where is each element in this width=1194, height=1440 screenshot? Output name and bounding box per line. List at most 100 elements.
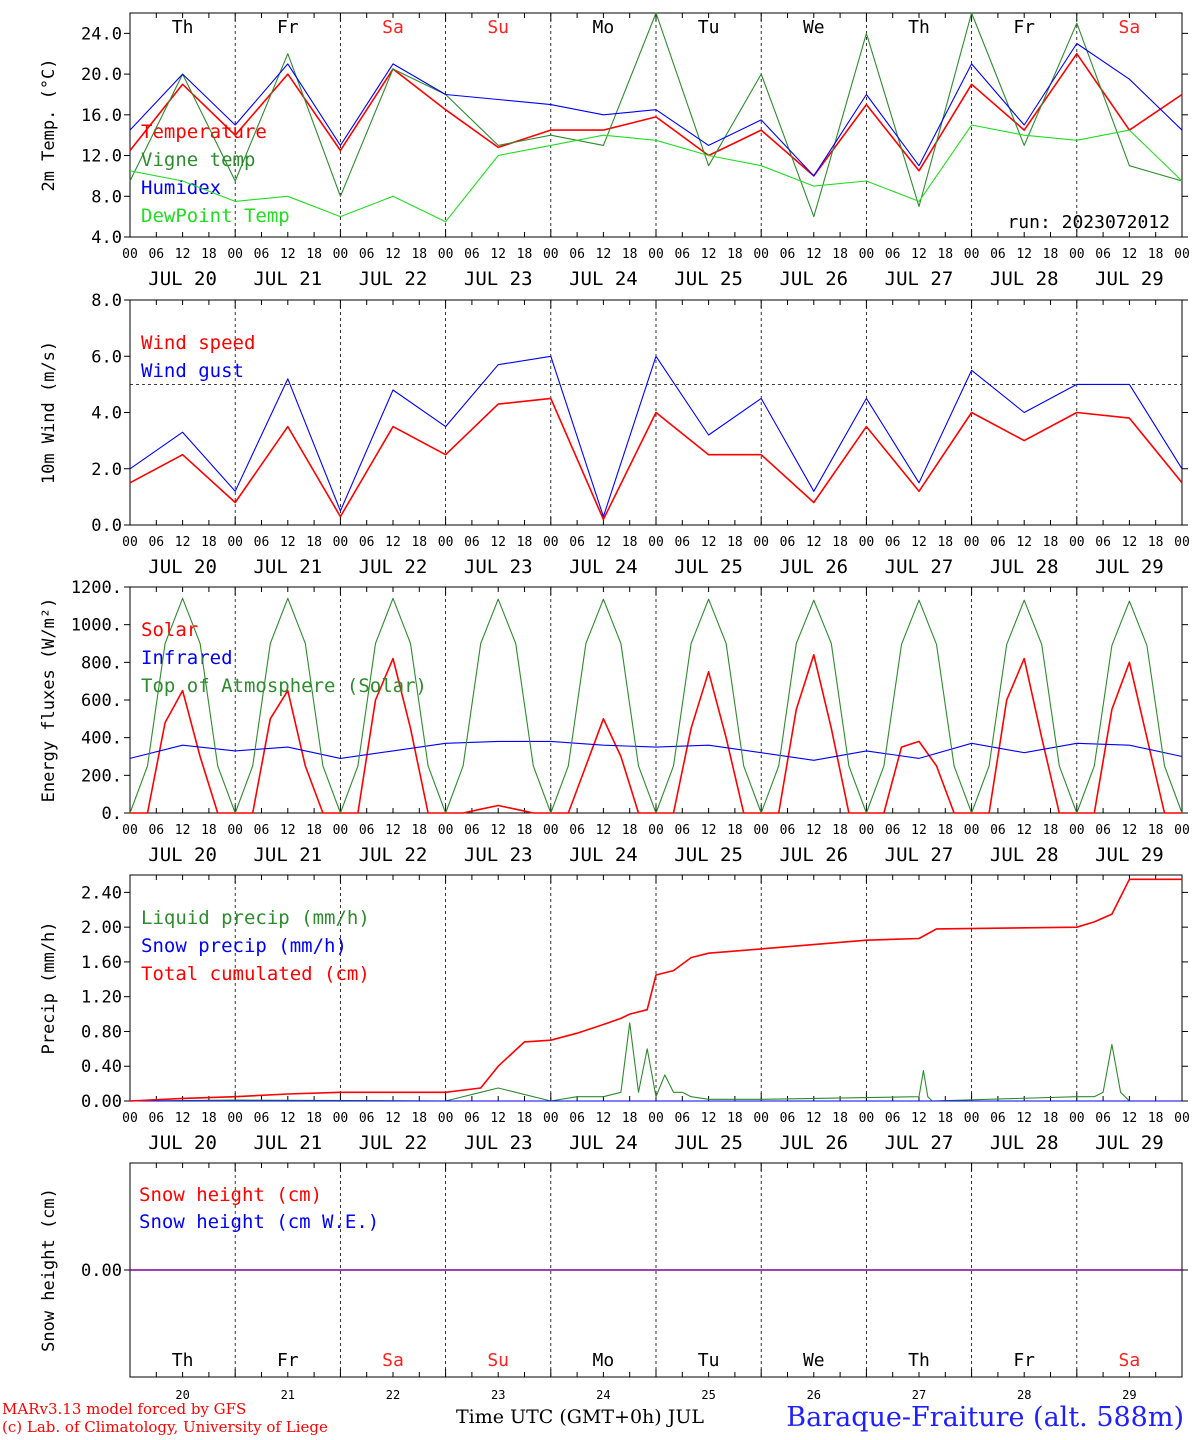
date-label: JUL 20 (148, 1132, 217, 1154)
hour-tick-label: 18 (201, 247, 217, 262)
hour-tick-label: 00 (753, 535, 769, 550)
legend-entry: Wind speed (141, 332, 255, 354)
hour-tick-label: 00 (753, 247, 769, 262)
hour-tick-label: 06 (990, 823, 1006, 838)
hour-tick-label: 06 (464, 1111, 480, 1126)
date-label: JUL 27 (885, 556, 954, 578)
hour-tick-label: 18 (517, 247, 533, 262)
run-label: run: 2023072012 (1007, 212, 1170, 233)
hour-tick-label: 12 (806, 1111, 822, 1126)
hour-tick-label: 12 (1016, 535, 1032, 550)
hour-tick-label: 00 (438, 247, 454, 262)
hour-tick-label: 00 (438, 535, 454, 550)
hour-tick-label: 00 (438, 823, 454, 838)
hour-tick-label: 06 (885, 823, 901, 838)
series-line (129, 740, 1183, 761)
panel-2: 10m Wind (m/s) 0.0 2.0 4.0 6.0 8.0 Wind speed W… (39, 291, 1190, 578)
hour-tick-label: 00 (543, 823, 559, 838)
hour-tick-label: 00 (964, 247, 980, 262)
weekday-label: Th (908, 1350, 930, 1371)
y-tick-label: 4.0 (91, 228, 122, 248)
hour-tick-label: 06 (148, 535, 164, 550)
weekday-label: Su (487, 1350, 509, 1371)
hour-tick-label: 06 (1095, 1111, 1111, 1126)
y-tick-label: 12.0 (81, 147, 122, 167)
hour-tick-label: 18 (306, 1111, 322, 1126)
hour-tick-label: 12 (911, 247, 927, 262)
hour-tick-label: 18 (727, 1111, 743, 1126)
hour-tick-label: 18 (727, 535, 743, 550)
hour-tick-label: 12 (596, 247, 612, 262)
hour-tick-label: 12 (490, 823, 506, 838)
series-line (129, 397, 1183, 521)
date-label: JUL 28 (990, 844, 1059, 866)
hour-tick-label: 00 (122, 535, 138, 550)
hour-tick-label: 12 (701, 247, 717, 262)
hour-tick-label: 18 (517, 823, 533, 838)
hour-tick-label: 18 (411, 535, 427, 550)
date-label: JUL 26 (779, 1132, 848, 1154)
y-tick-label: 0.00 (81, 1261, 122, 1281)
hour-tick-label: 18 (937, 823, 953, 838)
day-number: 21 (281, 1388, 295, 1402)
hour-tick-label: 12 (280, 247, 296, 262)
date-label: JUL 28 (990, 268, 1059, 290)
day-number: 25 (701, 1388, 715, 1402)
panel-5: Snow height (cm) 0.00 Snow height (cm) Snow… (39, 1162, 1188, 1402)
date-label: JUL 23 (464, 268, 533, 290)
hour-tick-label: 00 (122, 1111, 138, 1126)
y-tick-label: 1.60 (81, 953, 122, 973)
hour-tick-label: 12 (701, 823, 717, 838)
date-label: JUL 29 (1095, 1132, 1164, 1154)
weekday-label: Th (172, 1350, 194, 1371)
hour-tick-label: 00 (1174, 1111, 1190, 1126)
hour-tick-label: 18 (832, 535, 848, 550)
hour-tick-label: 18 (1043, 1111, 1059, 1126)
hour-tick-label: 06 (359, 823, 375, 838)
date-label: JUL 20 (148, 268, 217, 290)
hour-tick-label: 12 (175, 247, 191, 262)
time-axis-label: Time UTC (GMT+0h) JUL (456, 1406, 704, 1428)
legend-entry: Humidex (141, 177, 221, 199)
y-tick-label: 400. (81, 729, 122, 749)
hour-tick-label: 18 (937, 1111, 953, 1126)
hour-tick-label: 12 (596, 1111, 612, 1126)
day-number: 26 (807, 1388, 821, 1402)
y-tick-label: 0. (102, 804, 122, 824)
date-label: JUL 22 (359, 268, 428, 290)
y-axis-label: 10m Wind (m/s) (39, 341, 59, 484)
y-tick-label: 2.40 (81, 883, 122, 903)
hour-tick-label: 00 (122, 247, 138, 262)
legend-entry: Top of Atmosphere (Solar) (141, 675, 427, 697)
date-label: JUL 20 (148, 556, 217, 578)
date-label: JUL 26 (779, 268, 848, 290)
date-label: JUL 27 (885, 844, 954, 866)
series-line (129, 878, 1182, 1102)
hour-tick-label: 00 (227, 535, 243, 550)
y-tick-label: 8.0 (91, 291, 122, 311)
date-label: JUL 23 (464, 1132, 533, 1154)
weekday-label: Sa (1119, 17, 1141, 38)
hour-tick-label: 12 (1016, 1111, 1032, 1126)
hour-tick-label: 06 (254, 247, 270, 262)
hour-tick-label: 12 (806, 823, 822, 838)
y-tick-label: 6.0 (91, 347, 122, 367)
hour-tick-label: 12 (175, 823, 191, 838)
hour-tick-label: 00 (859, 823, 875, 838)
hour-tick-label: 00 (438, 1111, 454, 1126)
hour-tick-label: 00 (1069, 535, 1085, 550)
hour-tick-label: 06 (674, 535, 690, 550)
date-label: JUL 28 (990, 1132, 1059, 1154)
weekday-label: Fr (277, 1350, 299, 1371)
date-label: JUL 24 (569, 844, 638, 866)
series-line (129, 12, 1183, 218)
series-line (129, 1022, 1182, 1102)
y-tick-label: 0.00 (81, 1092, 122, 1112)
legend-entry: DewPoint Temp (141, 205, 290, 227)
hour-tick-label: 12 (596, 823, 612, 838)
legend-entry: Snow precip (mm/h) (141, 935, 347, 957)
hour-tick-label: 18 (937, 247, 953, 262)
hour-tick-label: 06 (674, 823, 690, 838)
date-label: JUL 23 (464, 844, 533, 866)
